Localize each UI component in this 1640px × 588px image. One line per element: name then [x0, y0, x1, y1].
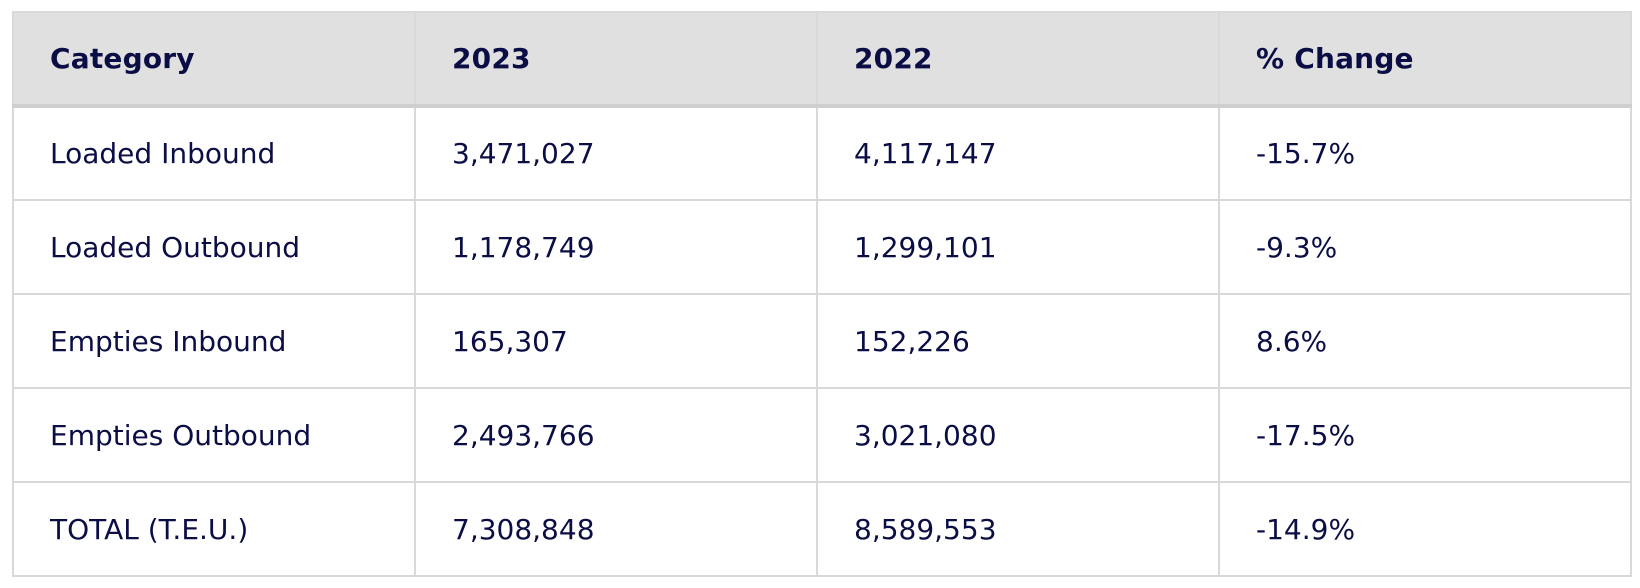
cell-2022: 1,299,101 — [816, 199, 1220, 295]
header-row: Category 2023 2022 % Change — [12, 11, 1632, 108]
cell-2022: 8,589,553 — [816, 481, 1220, 577]
cell-percent-change: 8.6% — [1218, 293, 1632, 389]
cell-category: Empties Outbound — [12, 387, 416, 483]
cell-2022: 3,021,080 — [816, 387, 1220, 483]
table-row: Loaded Inbound 3,471,027 4,117,147 -15.7… — [12, 105, 1632, 201]
table-body: Loaded Inbound 3,471,027 4,117,147 -15.7… — [12, 105, 1632, 577]
teu-comparison-table: Category 2023 2022 % Change Loaded Inbou… — [12, 11, 1632, 577]
cell-percent-change: -9.3% — [1218, 199, 1632, 295]
cell-category: TOTAL (T.E.U.) — [12, 481, 416, 577]
cell-category: Empties Inbound — [12, 293, 416, 389]
header-category: Category — [12, 11, 416, 108]
cell-2022: 152,226 — [816, 293, 1220, 389]
table-row: Loaded Outbound 1,178,749 1,299,101 -9.3… — [12, 199, 1632, 295]
header-percent-change: % Change — [1218, 11, 1632, 108]
cell-category: Loaded Inbound — [12, 105, 416, 201]
table-header: Category 2023 2022 % Change — [12, 11, 1632, 108]
header-2022: 2022 — [816, 11, 1220, 108]
cell-2022: 4,117,147 — [816, 105, 1220, 201]
header-2023: 2023 — [414, 11, 818, 108]
cell-percent-change: -14.9% — [1218, 481, 1632, 577]
cell-2023: 7,308,848 — [414, 481, 818, 577]
table-row: Empties Inbound 165,307 152,226 8.6% — [12, 293, 1632, 389]
table-row: Empties Outbound 2,493,766 3,021,080 -17… — [12, 387, 1632, 483]
cell-percent-change: -17.5% — [1218, 387, 1632, 483]
cell-2023: 3,471,027 — [414, 105, 818, 201]
cell-category: Loaded Outbound — [12, 199, 416, 295]
cell-2023: 1,178,749 — [414, 199, 818, 295]
cell-percent-change: -15.7% — [1218, 105, 1632, 201]
table-row-total: TOTAL (T.E.U.) 7,308,848 8,589,553 -14.9… — [12, 481, 1632, 577]
cell-2023: 165,307 — [414, 293, 818, 389]
cell-2023: 2,493,766 — [414, 387, 818, 483]
